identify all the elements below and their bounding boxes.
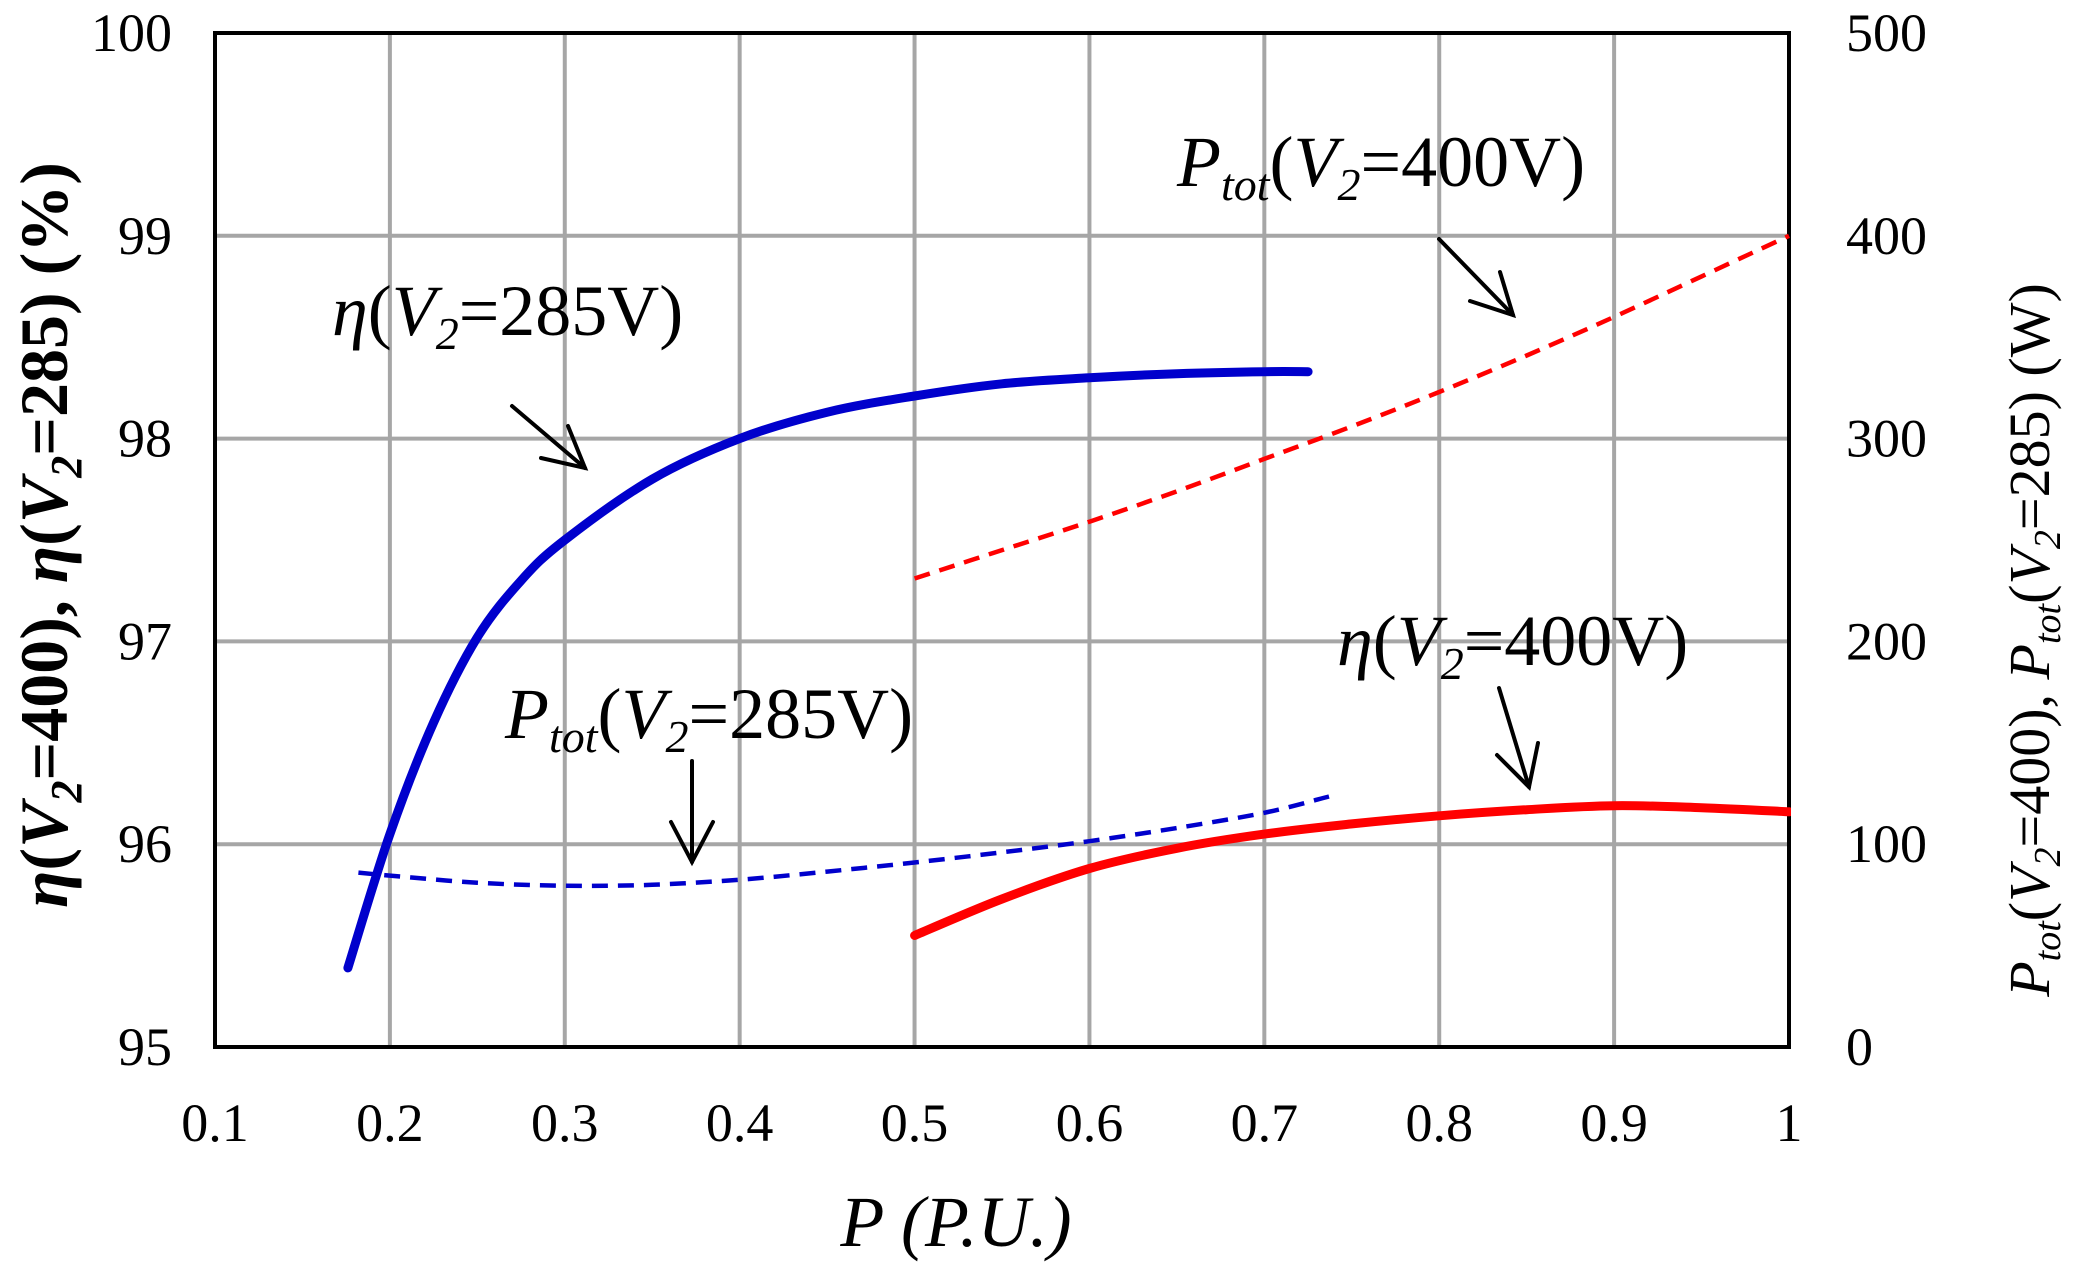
arrowhead [1468,270,1517,319]
arrowhead [669,820,715,867]
annotation-arrow-ptot-285 [669,759,715,867]
series-line-eta-v2-285 [343,367,1313,973]
y-right-tick-label: 500 [1846,3,1927,63]
series-line-ptot-v2-285 [358,794,1330,889]
plot-frame [213,31,1791,1049]
x-axis-title: P (P.U.) [839,1182,1071,1262]
x-tick-label: 0.1 [181,1093,249,1153]
tick-labels: 0.1 0.2 0.3 0.4 0.5 0.6 0.7 0.8 0.9 1 95 96 97 98 99 10… [91,3,1927,1153]
annotation-eta-285: η(V2=285V) [332,271,683,359]
gridlines [215,33,1789,1047]
arrowhead [539,424,589,471]
annotation-arrow-eta-400 [1495,686,1540,792]
y-right-tick-label: 0 [1846,1017,1873,1077]
x-tick-label: 0.8 [1405,1093,1473,1153]
x-tick-label: 0.3 [531,1093,599,1153]
y-left-tick-label: 97 [118,611,172,671]
series-line-ptot-v2-400 [913,233,1790,581]
y-right-tick-label: 200 [1846,611,1927,671]
annotation-arrow-ptot-400 [1437,237,1517,319]
annotation-ptot-400: Ptot(V2=400V) [1176,122,1585,210]
arrowhead [1495,741,1540,792]
x-tick-label: 0.7 [1231,1093,1299,1153]
x-tick-label: 0.9 [1580,1093,1648,1153]
y-right-tick-label: 300 [1846,409,1927,469]
arrow-shaft [1497,686,1531,789]
y-axis-title-left: η(V2=400), η(V2=285) (%) [6,162,91,908]
x-tick-label: 0.6 [1056,1093,1124,1153]
series-line-eta-v2-400 [910,801,1791,940]
y-right-tick-label: 400 [1846,206,1927,266]
annotation-ptot-285: Ptot(V2=285V) [504,674,913,762]
arrow-shaft [510,404,587,470]
y-left-tick-label: 98 [118,409,172,469]
arrow-shaft [1437,237,1515,317]
series-lines [343,233,1791,973]
y-axis-title-right: Ptot(V2=400), Ptot(V2=285) (W) [1997,283,2069,998]
annotation-arrow-eta-285 [510,404,589,471]
y-left-tick-label: 100 [91,3,172,63]
y-left-tick-label: 96 [118,814,172,874]
annotation-eta-400: η(V2=400V) [1337,601,1688,689]
x-tick-label: 0.5 [881,1093,949,1153]
y-left-tick-label: 99 [118,206,172,266]
x-tick-label: 0.4 [706,1093,774,1153]
x-tick-label: 0.2 [356,1093,424,1153]
x-tick-label: 1 [1776,1093,1803,1153]
y-left-tick-label: 95 [118,1017,172,1077]
y-right-tick-label: 100 [1846,814,1927,874]
